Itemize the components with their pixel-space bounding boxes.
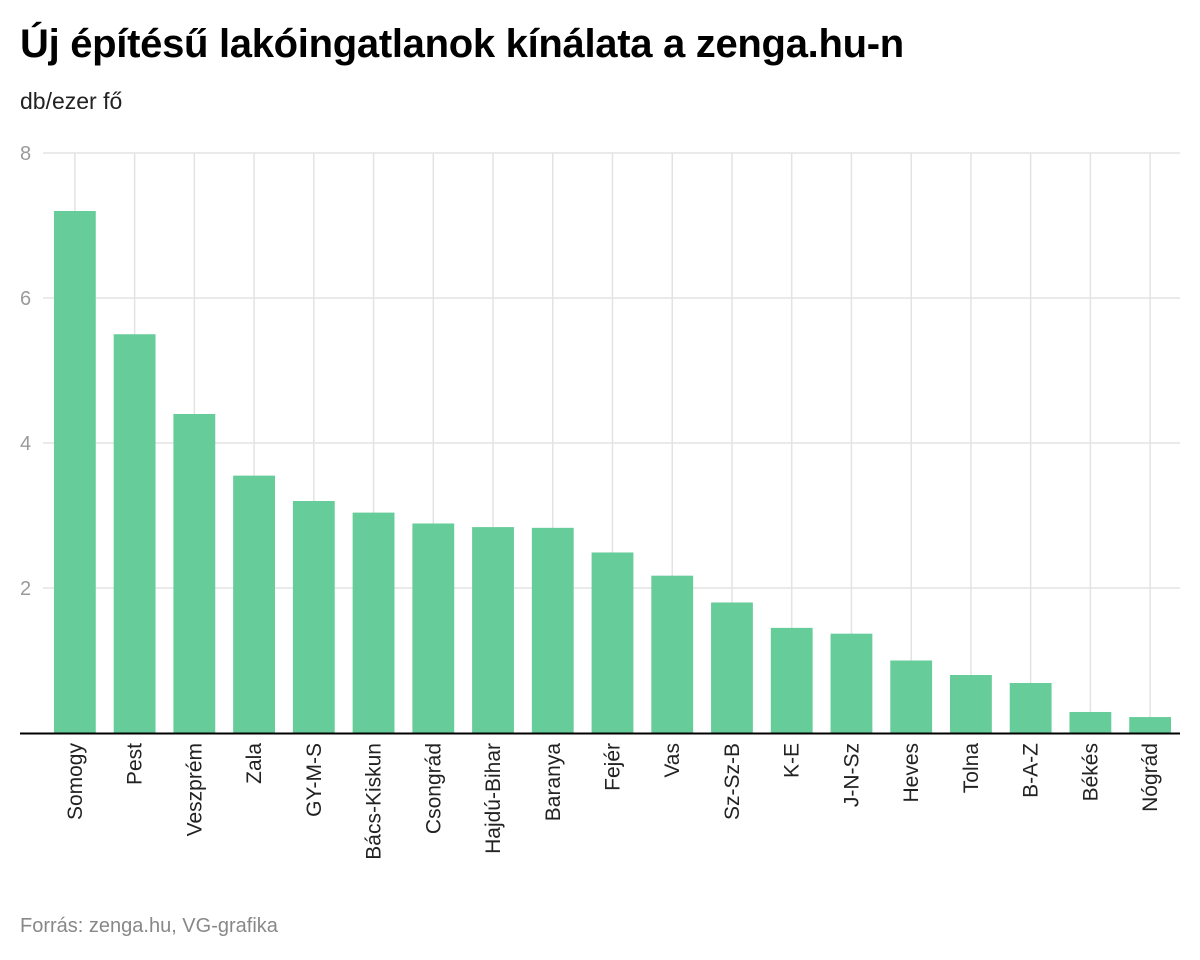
x-tick-label: Tolna (960, 743, 983, 794)
bar (1069, 711, 1112, 733)
x-tick-label: Fejér (602, 743, 625, 791)
bar (770, 627, 813, 733)
x-tick-label: Sz-Sz-B (721, 743, 744, 820)
bar (950, 675, 992, 733)
x-tick-label: K-E (781, 743, 804, 778)
source-note: Forrás: zenga.hu, VG-grafika (20, 915, 278, 937)
bar (292, 501, 335, 733)
x-tick-label: Zala (243, 743, 266, 784)
bar (173, 414, 216, 733)
bar (890, 660, 933, 733)
x-tick-label: Bács-Kiskun (363, 743, 386, 860)
bar (352, 512, 395, 733)
bar (830, 633, 873, 733)
bar (53, 211, 96, 733)
x-tick-label: Pest (124, 743, 147, 785)
x-tick-label: Hajdú-Bihar (482, 743, 505, 854)
bar (1129, 717, 1172, 733)
bar (591, 552, 634, 733)
bar (531, 527, 574, 733)
x-tick-label: J-N-Sz (840, 743, 863, 807)
tick-labels: 2 4 6 8 Somogy Pest Veszprém Zala GY-M-S Bács-Kis… (20, 143, 1162, 860)
y-tick-label: 4 (20, 433, 31, 455)
bar (651, 575, 694, 733)
x-tick-label: GY-M-S (303, 743, 326, 817)
bars (53, 211, 1172, 733)
chart-title: Új építésű lakóingatlanok kínálata a zen… (20, 22, 904, 66)
bar (1009, 682, 1052, 733)
chart-subtitle: db/ezer fő (20, 88, 123, 114)
y-tick-label: 8 (20, 143, 31, 165)
x-tick-label: Nógrád (1139, 743, 1162, 812)
x-tick-label: B-A-Z (1020, 743, 1043, 798)
bar (472, 527, 514, 733)
x-tick-label: Békés (1079, 743, 1102, 801)
x-tick-label: Veszprém (183, 743, 206, 836)
bar (711, 602, 753, 733)
bar (233, 475, 275, 733)
bar (113, 334, 156, 733)
x-tick-label: Vas (661, 743, 684, 778)
x-tick-label: Baranya (542, 743, 565, 822)
x-tick-label: Heves (900, 743, 923, 803)
x-tick-label: Csongrád (422, 743, 445, 834)
y-tick-label: 6 (20, 288, 31, 310)
y-tick-label: 2 (20, 578, 31, 600)
x-tick-label: Somogy (64, 743, 87, 821)
bar (412, 523, 455, 733)
